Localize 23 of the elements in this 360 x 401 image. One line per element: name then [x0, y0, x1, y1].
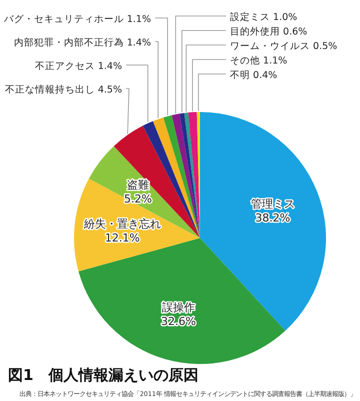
slice-label: その他 1.1% [230, 54, 288, 66]
slice-label: 設定ミス 1.0% [230, 11, 298, 23]
slice-label: ワーム・ウイルス 0.5% [230, 41, 338, 52]
slice-label: 管理ミス [250, 198, 295, 211]
slice-label: 不明 0.4% [230, 70, 278, 81]
text: 図1 個人情報漏えいの原因 [8, 366, 198, 384]
pie-slice [200, 112, 326, 331]
pie-slice [172, 114, 200, 238]
slice-label: バグ・セキュリティホール 1.1% [2, 14, 151, 25]
slice-label: 不正アクセス 1.4% [34, 61, 122, 72]
slice-label: 盗難 [127, 178, 150, 192]
slice-label: 目的外使用 0.6% [230, 26, 308, 38]
slice-label: 誤操作 [162, 301, 195, 314]
data-label: 38.2% [255, 212, 290, 225]
slice-label: 不正な情報持ち出し 4.5% [4, 84, 122, 96]
slice-label: 紛失・置き忘れ [82, 217, 161, 230]
data-label: 5.2% [124, 192, 152, 206]
pie-slice [184, 112, 200, 238]
slice-label: 内部犯罪・内部不正行為 1.4% [14, 36, 151, 48]
pie-slice [163, 115, 200, 238]
data-label: 32.6% [160, 315, 196, 328]
pie-slice [188, 112, 200, 238]
data-label: 12.1% [104, 231, 140, 244]
